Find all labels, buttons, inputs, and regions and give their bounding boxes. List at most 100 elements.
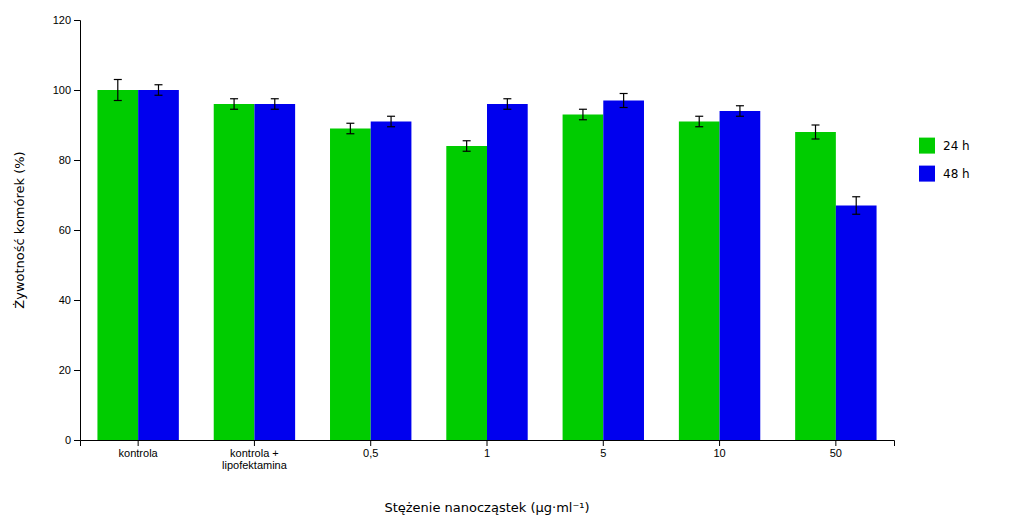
error-bar-cap [387, 116, 395, 117]
tick-mark [603, 440, 604, 446]
error-bar-cap [463, 140, 471, 141]
error-bar [230, 99, 238, 110]
error-bar-cap [154, 84, 162, 85]
error-bar-cap [387, 126, 395, 127]
bar [836, 206, 877, 441]
tick: 100 [53, 84, 80, 96]
legend-swatch [919, 138, 935, 154]
error-bar-cap [852, 196, 860, 197]
error-bar-cap [230, 98, 238, 99]
error-bar-cap [812, 124, 820, 125]
tick-mark [254, 440, 255, 446]
plot: kontrola kontrola +lipofektamina 0,5 1 5 10 50… [53, 14, 895, 471]
tick: 20 [59, 364, 80, 376]
bar [138, 90, 179, 440]
legend-item: 24 h [919, 138, 970, 154]
error-bar [620, 94, 628, 108]
tick-label-line: 50 [830, 447, 842, 459]
tick-mark [719, 440, 720, 446]
bar [563, 115, 604, 441]
bar [371, 122, 412, 441]
legend: 24 h48 h [919, 138, 970, 182]
legend-label: 24 h [943, 139, 970, 153]
tick: 10 [713, 440, 725, 459]
error-bar-cap [271, 98, 279, 99]
tick-label: 10 [713, 447, 725, 459]
tick: 80 [59, 154, 80, 166]
tick-label: 1 [484, 447, 490, 459]
tick-label: 0 [65, 434, 71, 446]
tick-mark [74, 90, 80, 91]
error-bar [114, 80, 122, 101]
bar [214, 104, 255, 440]
tick-mark [138, 440, 139, 446]
tick-label: 5 [600, 447, 606, 459]
chart: kontrola kontrola +lipofektamina 0,5 1 5 10 50… [0, 0, 1024, 530]
error-bar [503, 99, 511, 110]
error-bar-stem [623, 94, 624, 108]
error-bar-cap [346, 133, 354, 134]
x-axis-title: Stężenie nanocząstek (μg·ml⁻¹) [384, 500, 589, 515]
tick-label-line: kontrola [119, 447, 159, 459]
x-axis: kontrola kontrola +lipofektamina 0,5 1 5 10 50 [81, 440, 895, 471]
tick-label-line: 1 [484, 447, 490, 459]
tick-label-line: lipofektamina [222, 459, 288, 471]
tick-mark [370, 440, 371, 446]
tick: 0 [65, 434, 80, 446]
tick: kontrola +lipofektamina [222, 440, 288, 471]
tick-label-line: 10 [713, 447, 725, 459]
tick-mark [835, 440, 836, 446]
axis-line [81, 441, 895, 447]
error-bar-stem [466, 141, 467, 152]
bar [603, 101, 644, 441]
error-bar-cap [503, 98, 511, 99]
tick-label-line: 5 [600, 447, 606, 459]
tick-label: 100 [53, 84, 71, 96]
error-bar-stem [390, 116, 391, 127]
error-bar-cap [114, 100, 122, 101]
tick: 1 [484, 440, 490, 459]
error-bar [346, 123, 354, 134]
error-bar-stem [350, 123, 351, 134]
tick-label: 50 [830, 447, 842, 459]
error-bar-cap [114, 79, 122, 80]
tick-label: 60 [59, 224, 71, 236]
tick-label-line: kontrola + [230, 447, 279, 459]
bar [795, 132, 836, 440]
error-bar-stem [815, 125, 816, 139]
error-bar-cap [695, 126, 703, 127]
error-bar-cap [812, 138, 820, 139]
error-bar-stem [158, 85, 159, 96]
tick-label: 0,5 [363, 447, 378, 459]
error-bar-cap [852, 214, 860, 215]
error-bar-cap [620, 93, 628, 94]
tick-mark [487, 440, 488, 446]
y-axis-title: Żywotność komórek (%) [12, 151, 27, 308]
tick: 0,5 [363, 440, 378, 459]
bar [679, 122, 720, 441]
error-bar-cap [736, 116, 744, 117]
tick-mark [74, 20, 80, 21]
axis-line [74, 21, 81, 441]
legend-swatch [919, 166, 935, 182]
error-bar-cap [271, 109, 279, 110]
y-axis: 0 20 40 60 80 100 120 [53, 14, 81, 446]
tick-label: 120 [53, 14, 71, 26]
error-bar-stem [699, 116, 700, 127]
tick-label: 80 [59, 154, 71, 166]
error-bar [812, 125, 820, 139]
tick-label-line: 0,5 [363, 447, 378, 459]
error-bar [271, 99, 279, 110]
tick-mark [74, 300, 80, 301]
error-bar-stem [739, 106, 740, 117]
bar [254, 104, 295, 440]
error-bar-cap [579, 109, 587, 110]
error-bar-cap [230, 109, 238, 110]
tick: 40 [59, 294, 80, 306]
tick-mark [74, 370, 80, 371]
marks [97, 80, 876, 441]
error-bar-stem [233, 99, 234, 110]
bar [720, 111, 761, 440]
tick-label: 20 [59, 364, 71, 376]
bar [97, 90, 138, 440]
